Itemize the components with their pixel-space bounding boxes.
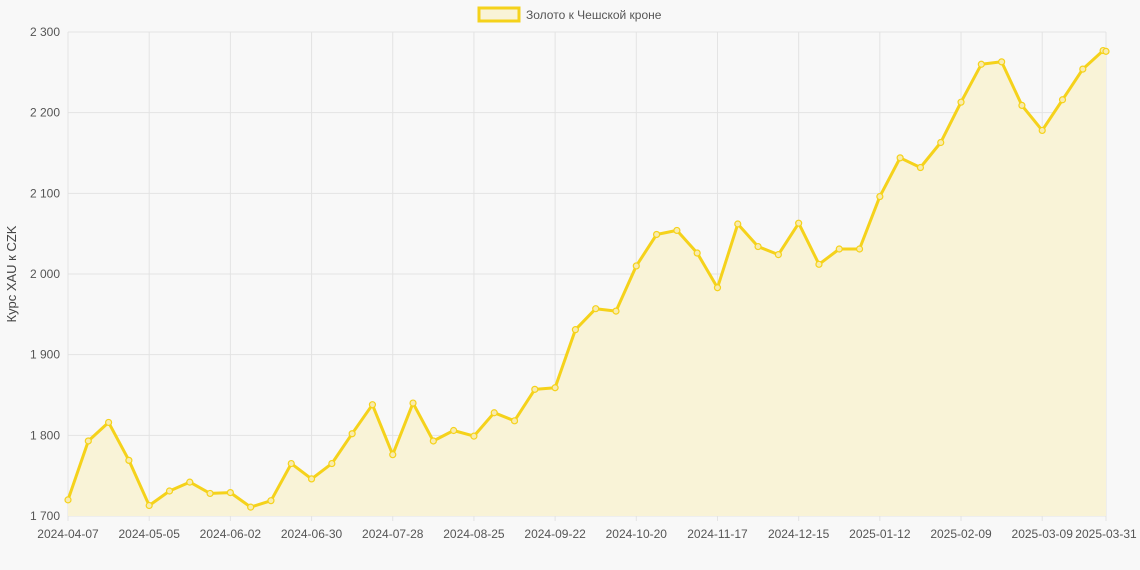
data-point — [328, 459, 336, 468]
data-point — [247, 503, 255, 511]
x-tick-label: 2024-06-02 — [200, 527, 262, 541]
data-point — [226, 489, 234, 497]
data-point — [389, 451, 397, 459]
legend-label[interactable]: Золото к Чешской кроне — [526, 8, 662, 22]
data-point — [186, 478, 194, 486]
x-tick-label: 2024-06-30 — [281, 527, 343, 541]
x-tick-label: 2024-10-20 — [606, 527, 668, 541]
y-tick-label: 2 300 — [30, 25, 60, 39]
data-point — [876, 192, 884, 201]
data-point — [348, 430, 356, 438]
data-point — [287, 459, 295, 468]
legend-swatch[interactable] — [477, 6, 521, 23]
data-point — [206, 489, 214, 498]
x-tick-label: 2024-05-05 — [118, 527, 180, 541]
data-point — [409, 399, 417, 407]
y-axis-label: Курс XAU к CZK — [4, 225, 19, 322]
y-tick-label: 2 000 — [30, 267, 60, 281]
x-tick-label: 2024-12-15 — [768, 527, 830, 541]
data-point — [125, 456, 133, 464]
data-point — [916, 163, 925, 172]
data-point — [713, 284, 722, 292]
data-point — [957, 98, 965, 106]
data-point — [571, 326, 580, 334]
data-point — [673, 226, 681, 235]
data-point — [64, 496, 72, 504]
data-point — [531, 385, 539, 393]
data-point — [145, 501, 153, 510]
x-tick-label: 2025-03-09 — [1012, 527, 1074, 541]
x-tick-label: 2025-03-31 — [1075, 527, 1137, 541]
data-point — [307, 475, 316, 483]
y-tick-labels: 1 700 1 800 1 900 2 000 2 100 2 200 2 300 — [30, 25, 60, 523]
y-tick-label: 1 800 — [30, 428, 60, 442]
x-tick-labels: 2024-04-07 2024-05-05 2024-06-02 2024-06-30… — [37, 527, 1137, 541]
x-tick-label: 2024-07-28 — [362, 527, 424, 541]
x-tick-label: 2024-09-22 — [524, 527, 586, 541]
data-point — [652, 230, 661, 239]
series-area-fill — [68, 50, 1106, 516]
data-point — [693, 249, 701, 257]
y-tick-label: 2 100 — [30, 186, 60, 200]
data-point — [1018, 101, 1026, 110]
y-tick-label: 1 900 — [30, 348, 60, 362]
data-point — [774, 251, 782, 259]
x-tick-label: 2025-02-09 — [930, 527, 992, 541]
data-point — [612, 307, 620, 315]
data-point — [896, 154, 904, 162]
data-point — [450, 426, 458, 435]
x-tick-label: 2024-04-07 — [37, 527, 99, 541]
data-point — [855, 245, 864, 253]
data-point — [551, 384, 559, 392]
data-point — [84, 437, 92, 445]
y-tick-label: 1 700 — [30, 509, 60, 523]
data-point — [754, 242, 762, 251]
data-point — [815, 260, 823, 268]
x-tick-label: 2024-08-25 — [443, 527, 505, 541]
x-tick-label: 2025-01-12 — [849, 527, 911, 541]
data-point — [835, 245, 843, 253]
data-point — [490, 409, 498, 417]
data-point — [1079, 65, 1087, 73]
y-tick-label: 2 200 — [30, 106, 60, 120]
data-point — [998, 58, 1006, 66]
x-tick-label: 2024-11-17 — [687, 527, 748, 541]
data-point — [429, 437, 437, 445]
data-point — [165, 487, 174, 495]
data-point — [977, 60, 985, 68]
data-point — [592, 305, 600, 313]
data-point — [734, 220, 742, 228]
data-point — [104, 418, 113, 427]
data-point — [368, 401, 377, 409]
data-point — [470, 432, 478, 440]
data-point — [795, 219, 803, 227]
data-points — [64, 46, 1110, 511]
data-point — [1102, 47, 1110, 55]
data-point — [1058, 96, 1067, 104]
data-point — [937, 138, 945, 147]
data-point — [1038, 126, 1046, 135]
legend[interactable]: Золото к Чешской кроне — [477, 6, 662, 23]
data-point — [632, 262, 640, 270]
data-point — [510, 417, 519, 425]
data-point — [267, 497, 275, 505]
